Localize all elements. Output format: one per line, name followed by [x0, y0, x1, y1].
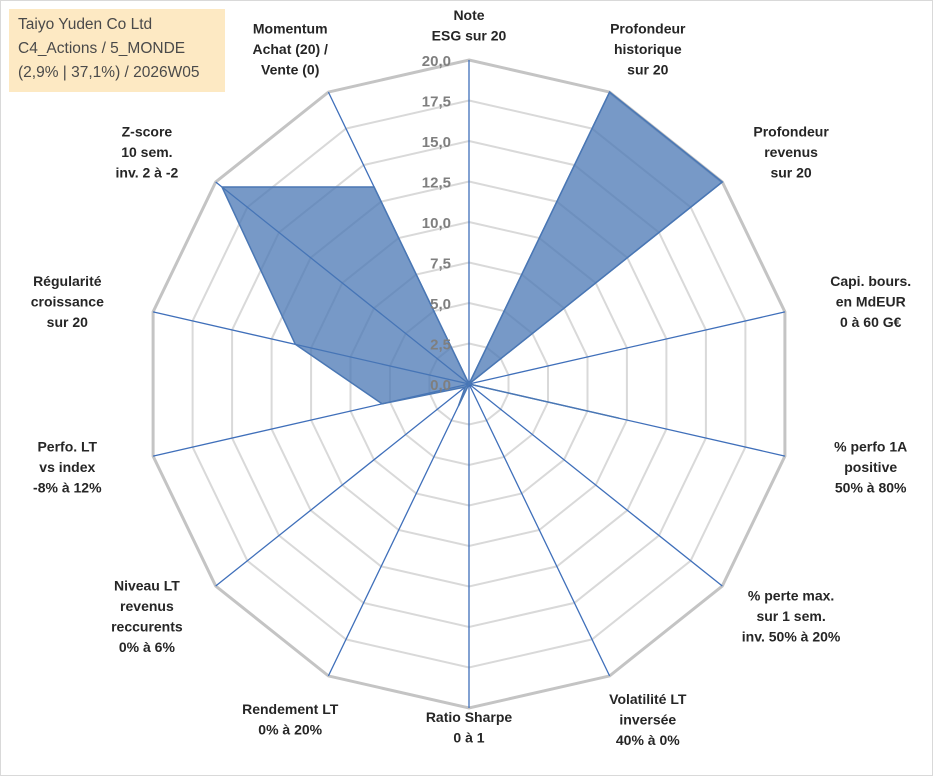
tick-label: 7,5 — [430, 256, 451, 273]
axis-label-line: Momentum — [253, 21, 328, 37]
axis-label-line: sur 20 — [47, 314, 88, 330]
axis-label-12: Régularité croissance sur 20 — [31, 273, 104, 330]
axis-label-line: % perte max. — [748, 588, 834, 604]
series-area-1 — [220, 90, 724, 419]
axis-label-line: 10 sem. — [121, 144, 172, 160]
axis-label-line: positive — [844, 459, 897, 475]
axis-label-line: Volatilité LT — [609, 691, 687, 707]
axis-label-11: Perfo. LT vs index -8% à 12% — [33, 438, 102, 495]
axis-label-line: Profondeur — [753, 124, 829, 140]
tick-label: 20,0 — [422, 53, 451, 70]
axis-label-line: ESG sur 20 — [432, 28, 507, 44]
axis-label-line: vs index — [39, 459, 95, 475]
axis-label-5: % perfo 1A positive 50% à 80% — [834, 438, 907, 495]
axis-label-line: 50% à 80% — [835, 479, 907, 495]
axis-label-line: Capi. bours. — [830, 273, 911, 289]
axis-label-9: Rendement LT 0% à 20% — [242, 701, 339, 738]
axis-label-line: 0 à 1 — [453, 730, 484, 746]
axis-spoke-6 — [468, 383, 723, 587]
tick-label: 12,5 — [422, 175, 451, 192]
axis-spoke-10 — [215, 383, 470, 587]
tick-label: 5,0 — [430, 296, 451, 313]
axis-spoke-9 — [327, 383, 470, 677]
axis-spoke-7 — [468, 383, 611, 677]
axis-label-line: reccurents — [111, 618, 183, 634]
axis-label-line: revenus — [764, 144, 818, 160]
info-range-week: (2,9% | 37,1%) / 2026W05 — [18, 64, 200, 81]
tick-label: 10,0 — [422, 215, 451, 232]
axis-label-line: Ratio Sharpe — [426, 709, 513, 725]
axis-label-line: 0% à 20% — [258, 722, 322, 738]
axis-label-6: % perte max. sur 1 sem. inv. 50% à 20% — [742, 588, 841, 645]
axis-label-line: Profondeur — [610, 21, 686, 37]
tick-label: 0,0 — [430, 377, 451, 394]
axis-label-10: Niveau LT revenus reccurents 0% à 6% — [111, 577, 183, 655]
axis-label-8: Ratio Sharpe 0 à 1 — [426, 709, 513, 746]
info-title: Taiyo Yuden Co Ltd — [18, 16, 153, 33]
axis-label-line: inv. 50% à 20% — [742, 629, 841, 645]
axis-label-line: Rendement LT — [242, 701, 339, 717]
axis-label-line: 0 à 60 G€ — [840, 314, 902, 330]
axis-label-line: inversée — [619, 711, 676, 727]
axis-spoke-4 — [468, 311, 786, 385]
axis-label-4: Capi. bours. en MdEUR 0 à 60 G€ — [830, 273, 911, 330]
axis-label-line: Régularité — [33, 273, 102, 289]
axis-label-line: sur 20 — [770, 165, 811, 181]
tick-label: 2,5 — [430, 337, 451, 354]
axis-label-1: Note ESG sur 20 — [432, 7, 507, 44]
tick-labels: 0,0 2,5 5,0 7,5 10,0 12,5 15,0 17,5 20,0 — [422, 53, 451, 394]
axis-label-line: sur 20 — [627, 62, 668, 78]
axis-label-line: Achat (20) / — [252, 41, 328, 57]
tick-label: 15,0 — [422, 134, 451, 151]
info-box: Taiyo Yuden Co Ltd C4_Actions / 5_MONDE … — [9, 9, 225, 92]
axis-label-7: Volatilité LT inversée 40% à 0% — [609, 691, 687, 748]
axis-label-line: revenus — [120, 598, 174, 614]
axis-label-line: Note — [453, 7, 484, 23]
axis-label-line: 40% à 0% — [616, 732, 680, 748]
info-category: C4_Actions / 5_MONDE — [18, 40, 186, 57]
axis-label-line: croissance — [31, 293, 104, 309]
axis-label-line: -8% à 12% — [33, 479, 102, 495]
axis-label-line: Vente (0) — [261, 62, 319, 78]
axis-label-line: 0% à 6% — [119, 639, 176, 655]
axis-labels: Note ESG sur 20 Profondeur historique sur 20… — [31, 7, 911, 748]
axis-label-line: Z-score — [122, 124, 173, 140]
axis-label-line: historique — [614, 41, 682, 57]
series — [220, 90, 724, 419]
axis-label-line: sur 1 sem. — [756, 608, 825, 624]
axis-label-line: inv. 2 à -2 — [116, 165, 179, 181]
axis-label-13: Z-score 10 sem. inv. 2 à -2 — [116, 124, 179, 181]
axis-label-line: en MdEUR — [836, 293, 906, 309]
axis-label-line: % perfo 1A — [834, 438, 907, 454]
axis-label-line: Niveau LT — [114, 577, 180, 593]
axis-label-14: Momentum Achat (20) / Vente (0) — [252, 21, 328, 78]
axis-label-3: Profondeur revenus sur 20 — [753, 124, 829, 181]
axis-label-line: Perfo. LT — [37, 438, 97, 454]
tick-label: 17,5 — [422, 94, 451, 111]
axis-label-2: Profondeur historique sur 20 — [610, 21, 686, 78]
